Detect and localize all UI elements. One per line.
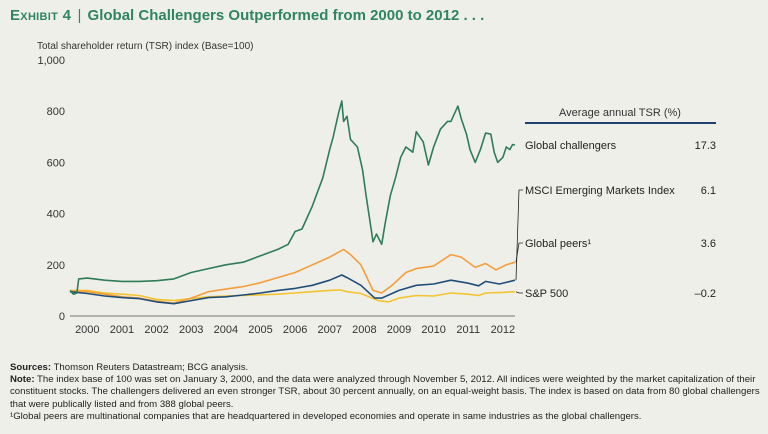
y-tick-label: 400 <box>47 209 65 221</box>
sources-line: Sources: Thomson Reuters Datastream; BCG… <box>10 362 760 374</box>
legend-tsr-value: 6.1 <box>701 185 716 197</box>
x-tick-label: 2011 <box>456 324 480 336</box>
legend-name: Global challengers <box>525 140 617 152</box>
x-tick-label: 2007 <box>317 324 341 336</box>
footnotes: Sources: Thomson Reuters Datastream; BCG… <box>10 362 760 423</box>
legend-name: MSCI Emerging Markets Index <box>525 185 675 197</box>
x-tick-label: 2010 <box>421 324 445 336</box>
note-label: Note: <box>10 374 35 386</box>
tsr-line-chart: Total shareholder return (TSR) index (Ba… <box>37 41 716 336</box>
x-tick-label: 2005 <box>248 324 272 336</box>
x-tick-label: 2012 <box>491 324 515 336</box>
x-tick-labels: 2000 2001 2002 2003 2004 2005 2006 2007 2008 2009… <box>75 324 515 336</box>
x-tick-label: 2008 <box>352 324 376 336</box>
y-tick-label: 600 <box>47 157 65 169</box>
legend-leader-line <box>515 189 523 281</box>
series-line-s-p-500 <box>70 289 516 303</box>
title-separator: | <box>77 7 82 24</box>
y-tick-label: 0 <box>59 311 65 323</box>
y-tick-labels: 0 200 400 600 800 1,000 <box>37 55 65 323</box>
legend-leader-line <box>515 242 523 263</box>
sources-label: Sources: <box>10 362 52 373</box>
note-text: The index base of 100 was set on January… <box>10 374 760 410</box>
legend-tsr-value: 17.3 <box>695 140 716 152</box>
exhibit-label: Exhibit 4 <box>10 7 72 24</box>
legend-header: Average annual TSR (%) <box>559 107 681 119</box>
x-tick-label: 2001 <box>110 324 134 336</box>
legend-tsr-value: –0.2 <box>695 288 716 300</box>
x-tick-label: 2009 <box>387 324 411 336</box>
sources-text: Thomson Reuters Datastream; BCG analysis… <box>53 362 249 373</box>
y-axis-label: Total shareholder return (TSR) index (Ba… <box>37 41 254 52</box>
exhibit-title: Exhibit 4 | Global Challengers Outperfor… <box>10 7 484 24</box>
x-tick-label: 2006 <box>283 324 307 336</box>
x-tick-label: 2003 <box>179 324 203 336</box>
x-tick-label: 2004 <box>214 324 238 336</box>
y-tick-label: 800 <box>47 106 65 118</box>
legend-name: Global peers¹ <box>525 238 591 250</box>
legend-name: S&P 500 <box>525 288 568 300</box>
legend-leader-line <box>515 291 523 294</box>
series-line-msci-emerging-markets-index <box>69 274 516 305</box>
x-tick-label: 2000 <box>75 324 99 336</box>
legend-tsr-value: 3.6 <box>701 238 716 250</box>
y-tick-label: 1,000 <box>37 55 65 67</box>
legend: Average annual TSR (%) Global challengers… <box>515 107 716 300</box>
chart-title: Global Challengers Outperformed from 200… <box>87 7 485 24</box>
y-tick-label: 200 <box>47 260 65 272</box>
footnote-1: ¹Global peers are multinational companie… <box>10 410 642 422</box>
series-line-global-challengers <box>69 100 516 295</box>
x-tick-label: 2002 <box>144 324 168 336</box>
series-lines <box>69 100 516 305</box>
note-line: Note: The index base of 100 was set on J… <box>10 374 760 411</box>
